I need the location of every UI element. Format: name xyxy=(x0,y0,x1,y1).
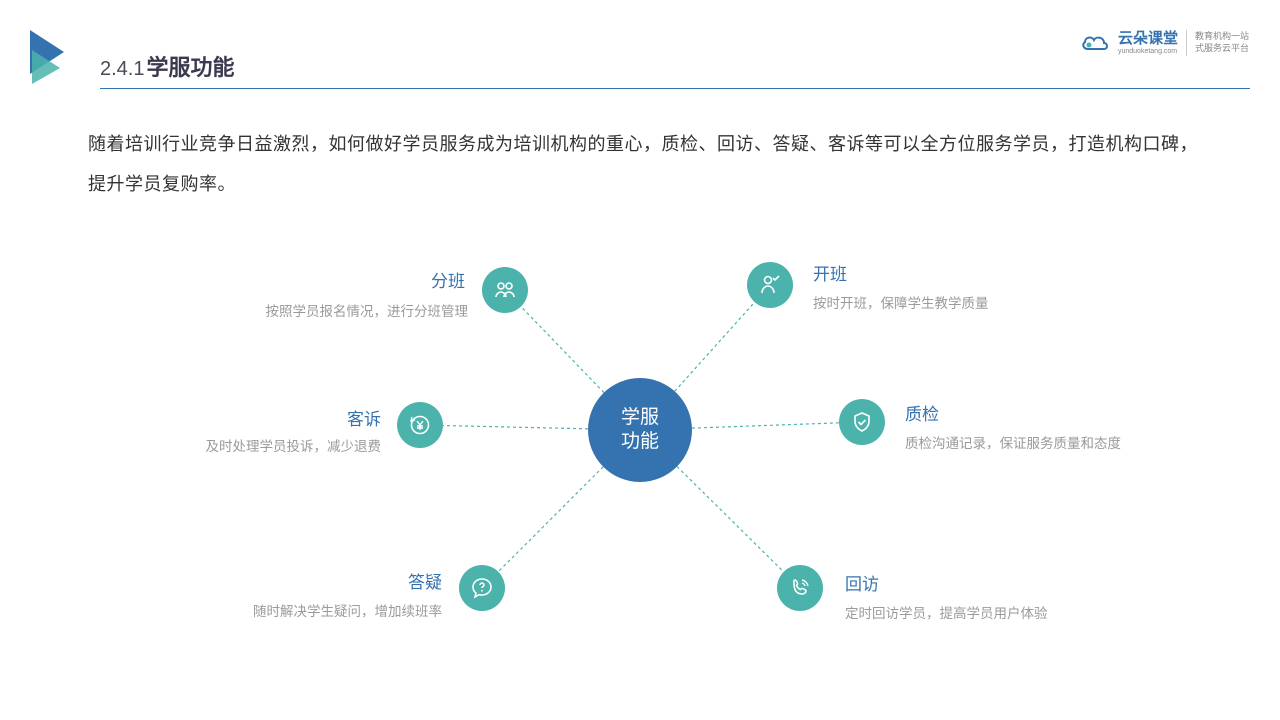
node-zhijian-desc: 质检沟通记录，保证服务质量和态度 xyxy=(905,432,1121,452)
page-title: 2.4.1 学服功能 xyxy=(100,50,235,82)
node-dayi-desc: 随时解决学生疑问，增加续班率 xyxy=(253,600,442,620)
logo-tagline: 教育机构一站 式服务云平台 xyxy=(1195,31,1250,54)
brand-logo: 云朵课堂 yunduoketang.com 教育机构一站 式服务云平台 xyxy=(1080,30,1250,56)
title-text: 学服功能 xyxy=(146,50,234,82)
logo-divider xyxy=(1186,30,1187,56)
node-zhijian xyxy=(839,399,885,445)
cloud-icon xyxy=(1080,32,1110,54)
question-bubble-icon xyxy=(470,576,494,600)
node-kaiban xyxy=(747,262,793,308)
phone-call-icon xyxy=(788,576,812,600)
group-icon xyxy=(493,278,517,302)
person-check-icon xyxy=(758,273,782,297)
node-fenban-label: 分班 xyxy=(431,267,465,292)
node-fenban-desc: 按照学员报名情况，进行分班管理 xyxy=(266,300,469,320)
corner-triangle-icon xyxy=(30,30,70,85)
node-kesu xyxy=(397,402,443,448)
title-number: 2.4.1 xyxy=(100,58,144,81)
shield-check-icon xyxy=(850,410,874,434)
node-dayi xyxy=(459,565,505,611)
intro-paragraph: 随着培训行业竞争日益激烈，如何做好学员服务成为培训机构的重心，质检、回访、答疑、… xyxy=(88,125,1208,204)
logo-domain: yunduoketang.com xyxy=(1118,48,1178,55)
yen-refund-icon xyxy=(408,413,432,437)
node-kesu-label: 客诉 xyxy=(347,405,381,430)
logo-brand-name: 云朵课堂 xyxy=(1118,31,1178,46)
service-function-diagram: 学服功能 分班按照学员报名情况，进行分班管理 开班按时开班，保障学生教学质量客诉及时… xyxy=(0,230,1280,690)
title-underline xyxy=(100,88,1250,89)
node-huifang-desc: 定时回访学员，提高学员用户体验 xyxy=(845,602,1048,622)
node-zhijian-label: 质检 xyxy=(905,400,939,425)
node-huifang xyxy=(777,565,823,611)
node-kaiban-label: 开班 xyxy=(813,260,847,285)
node-fenban xyxy=(482,267,528,313)
center-node: 学服功能 xyxy=(588,378,692,482)
node-kaiban-desc: 按时开班，保障学生教学质量 xyxy=(813,292,989,312)
node-kesu-desc: 及时处理学员投诉，减少退费 xyxy=(206,435,382,455)
node-dayi-label: 答疑 xyxy=(408,568,442,593)
node-huifang-label: 回访 xyxy=(845,570,879,595)
